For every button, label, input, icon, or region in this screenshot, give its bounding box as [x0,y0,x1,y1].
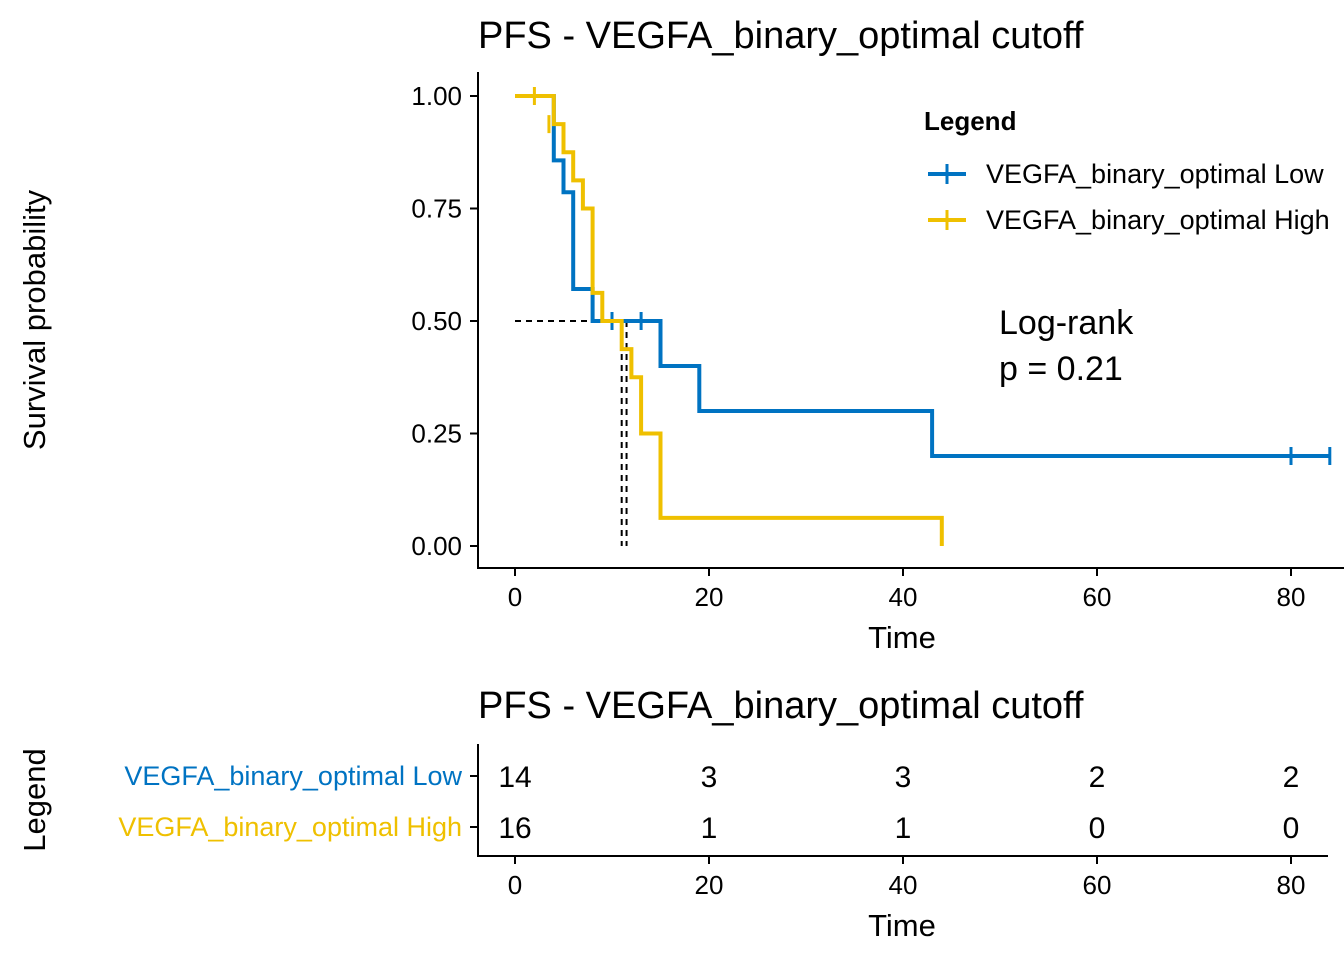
risk-cell: 14 [498,761,531,794]
risk-row-label-low: VEGFA_binary_optimal Low [124,761,462,791]
survival-y-axis-title: Survival probability [17,189,52,450]
risk-x-tick-label: 80 [1277,870,1306,900]
risk-x-tick-label: 60 [1083,870,1112,900]
x-tick-label: 0 [508,582,522,612]
risk-table-content: VEGFA_binary_optimal Low 14 3 3 2 2 VEGFA_bina… [118,761,1305,900]
risk-x-tick-label: 20 [695,870,724,900]
risk-cell: 3 [701,761,718,794]
risk-cell: 0 [1089,812,1106,845]
legend-item-low: VEGFA_binary_optimal Low [928,159,1324,189]
x-tick-label: 80 [1277,582,1306,612]
risk-x-tick-label: 0 [508,870,522,900]
risk-table: PFS - VEGFA_binary_optimal cutoff Legend… [17,685,1328,943]
risk-table-y-axis-title: Legend [17,748,52,851]
x-tick-label: 20 [695,582,724,612]
risk-cell: 16 [498,812,531,845]
logrank-label: Log-rank [999,304,1134,342]
legend-item-high: VEGFA_binary_optimal High [928,205,1330,235]
y-tick-label: 0.25 [411,419,462,449]
risk-table-x-axis-title: Time [868,908,936,943]
legend-label-low: VEGFA_binary_optimal Low [986,159,1324,189]
risk-cell: 1 [895,812,912,845]
legend: Legend VEGFA_binary_optimal Low VEGFA_bi… [924,106,1330,235]
y-tick-label: 0.75 [411,194,462,224]
legend-label-high: VEGFA_binary_optimal High [986,205,1330,235]
survival-plot: PFS - VEGFA_binary_optimal cutoff Surviv… [17,15,1344,655]
risk-cell: 0 [1283,812,1300,845]
risk-cell: 1 [701,812,718,845]
survival-curve-high [515,94,944,546]
risk-row-label-high: VEGFA_binary_optimal High [118,812,462,842]
y-tick-label: 0.00 [411,531,462,561]
logrank-pvalue: p = 0.21 [999,350,1123,388]
x-tick-label: 40 [889,582,918,612]
risk-x-tick-label: 40 [889,870,918,900]
risk-cell: 3 [895,761,912,794]
survival-curve-low [515,94,1330,458]
x-tick-label: 60 [1083,582,1112,612]
survival-plot-title: PFS - VEGFA_binary_optimal cutoff [478,15,1084,57]
risk-cell: 2 [1089,761,1106,794]
median-lines [515,320,628,546]
y-tick-label: 0.50 [411,306,462,336]
legend-title: Legend [924,106,1016,136]
risk-cell: 2 [1283,761,1300,794]
survival-x-axis-title: Time [868,620,936,655]
risk-table-title: PFS - VEGFA_binary_optimal cutoff [478,685,1084,727]
survival-axis-ticks: 0.00 0.25 0.50 0.75 1.00 0 20 40 60 80 [411,81,1305,612]
y-tick-label: 1.00 [411,81,462,111]
survival-curves [515,87,1332,546]
